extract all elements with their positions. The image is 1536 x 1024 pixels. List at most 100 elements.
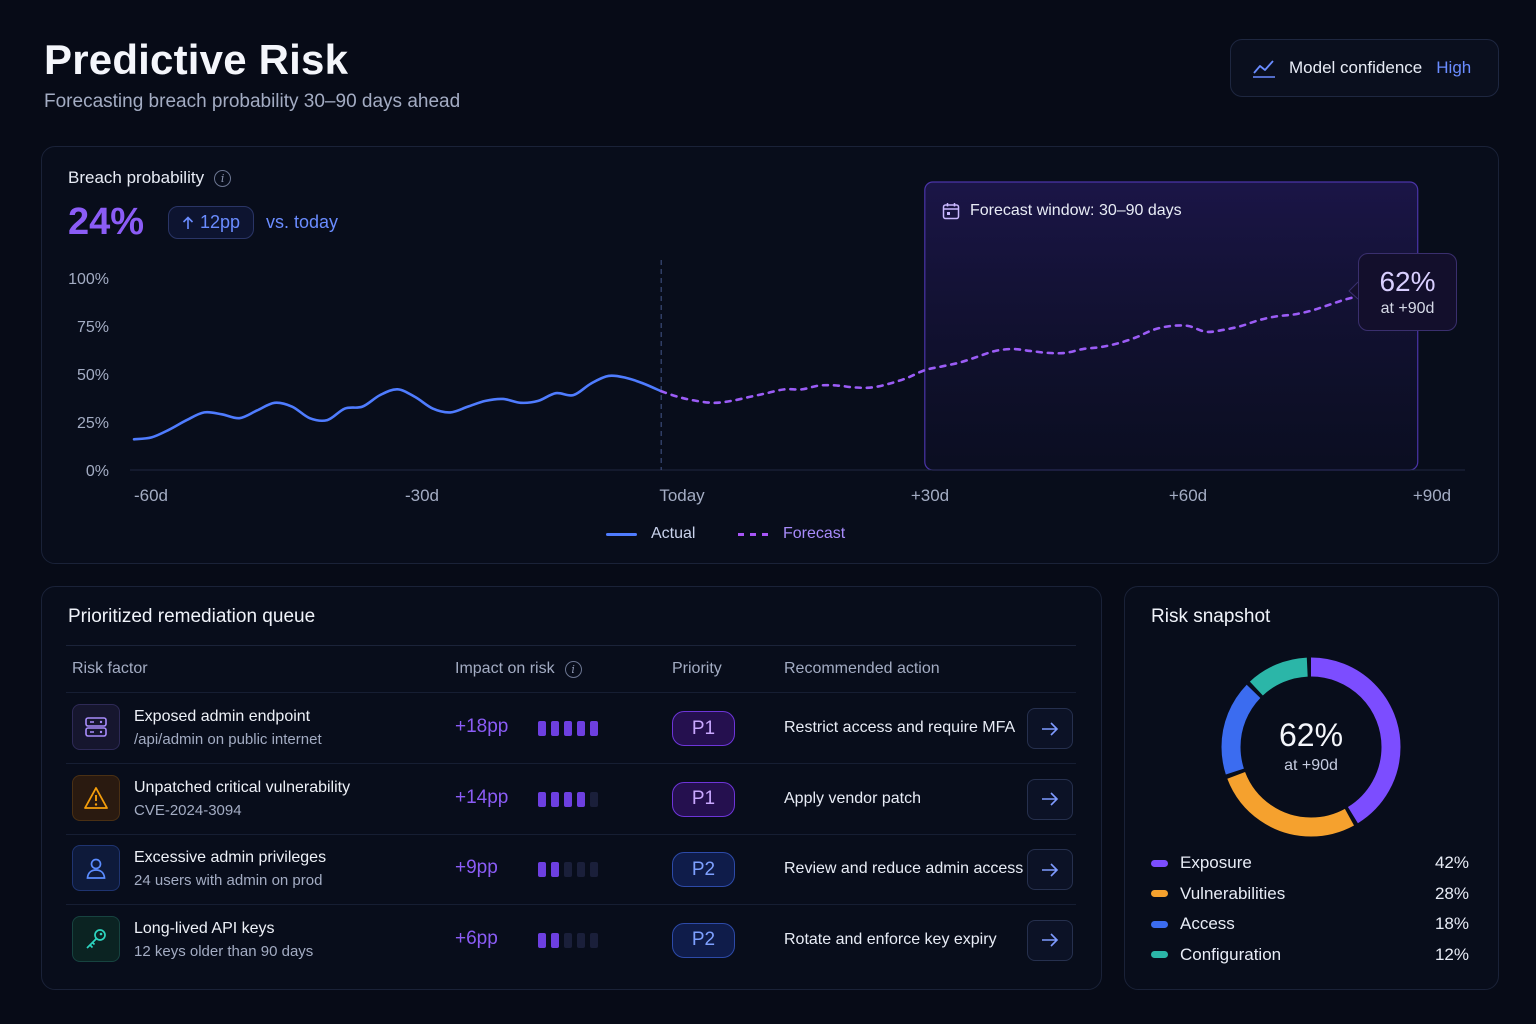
- snapshot-item-name: Exposure: [1180, 853, 1252, 872]
- y-tick-label: 75%: [77, 319, 109, 336]
- y-tick-label: 0%: [86, 463, 109, 480]
- impact-value: +6pp: [455, 927, 498, 949]
- impact-bar: [538, 932, 546, 948]
- legend-actual-swatch: [606, 532, 637, 536]
- x-tick-label: -30d: [405, 486, 439, 505]
- model-confidence-badge[interactable]: Model confidence High: [1230, 39, 1499, 97]
- priority-badge: P2: [672, 852, 735, 887]
- legend-forecast-swatch: [738, 532, 769, 536]
- impact-bar: [590, 721, 598, 736]
- column-header-impact[interactable]: Impact on risk i: [455, 660, 582, 678]
- impact-bar: [564, 721, 572, 736]
- impact-value: +18pp: [455, 716, 509, 737]
- key-icon-tile: [72, 915, 120, 962]
- donut-value: 62%: [1278, 717, 1344, 753]
- column-header-action[interactable]: Recommended action: [784, 660, 940, 678]
- endpoint-callout: 62% at +90d: [1358, 253, 1457, 331]
- impact-level-bars: [538, 721, 598, 736]
- column-header-label: Impact on risk: [455, 660, 555, 677]
- page-subtitle: Forecasting breach probability 30–90 day…: [44, 91, 461, 112]
- arrow-right-icon: [1042, 792, 1059, 806]
- open-action-button[interactable]: [1027, 919, 1073, 961]
- forecast-window-band: [924, 181, 1419, 471]
- open-action-button[interactable]: [1027, 708, 1073, 749]
- impact-bar: [551, 862, 559, 877]
- divider: [66, 763, 1076, 764]
- snapshot-item-pct: 18%: [1434, 914, 1469, 933]
- confidence-value: High: [1436, 58, 1472, 77]
- snapshot-item-pct: 42%: [1434, 853, 1469, 872]
- series-line-actual: [132, 374, 663, 441]
- snapshot-item-pct: 28%: [1434, 883, 1469, 903]
- headline-value: 24%: [68, 201, 145, 243]
- risk-factor-subtitle: 24 users with admin on prod: [134, 872, 323, 889]
- risk-factor-title: Exposed admin endpoint: [134, 708, 311, 725]
- warning-icon: [83, 786, 109, 810]
- column-header-risk-factor[interactable]: Risk factor: [72, 660, 148, 678]
- arrow-right-icon: [1042, 721, 1059, 736]
- impact-bar: [564, 932, 572, 948]
- x-tick-label: -60d: [134, 486, 168, 505]
- legend-forecast-label: Forecast: [783, 525, 846, 542]
- impact-level-bars: [538, 862, 598, 877]
- risk-snapshot-card: [1124, 586, 1499, 990]
- impact-level-bars: [538, 791, 598, 807]
- open-action-button[interactable]: [1027, 849, 1073, 890]
- divider: [66, 645, 1076, 646]
- snapshot-legend-item: Access 18%: [1151, 914, 1469, 934]
- info-icon[interactable]: i: [214, 169, 232, 187]
- x-tick-label: +30d: [911, 486, 949, 505]
- priority-badge: P2: [672, 922, 735, 958]
- key-icon: [84, 927, 108, 951]
- impact-value: +14pp: [455, 786, 509, 808]
- risk-factor-title: Excessive admin privileges: [134, 849, 327, 866]
- divider: [66, 692, 1076, 693]
- arrow-up-icon: [182, 215, 194, 229]
- legend-swatch: [1151, 951, 1168, 958]
- impact-bar: [590, 791, 598, 807]
- x-tick-label: Today: [659, 486, 705, 505]
- impact-bar: [564, 862, 572, 877]
- snapshot-item-pct: 12%: [1434, 944, 1469, 964]
- snapshot-title: Risk snapshot: [1151, 606, 1271, 627]
- delta-suffix: vs. today: [266, 212, 339, 232]
- recommended-action: Restrict access and require MFA: [784, 719, 1016, 736]
- legend-forecast[interactable]: Forecast: [738, 525, 845, 543]
- forecast-window-text: Forecast window: 30–90 days: [970, 202, 1182, 219]
- impact-bar: [538, 791, 546, 807]
- snapshot-item-name: Access: [1180, 914, 1235, 933]
- recommended-action: Rotate and enforce key expiry: [784, 930, 997, 948]
- impact-value: +9pp: [455, 857, 498, 878]
- snapshot-item-name: Configuration: [1180, 944, 1282, 964]
- warning-icon-tile: [72, 774, 120, 821]
- y-tick-label: 100%: [68, 271, 109, 288]
- legend-swatch: [1151, 890, 1168, 897]
- series-line-forecast: [659, 286, 1419, 405]
- endpoint-value: 62%: [1379, 266, 1436, 297]
- page-title: Predictive Risk: [44, 36, 349, 83]
- impact-bar: [551, 791, 559, 807]
- column-header-priority[interactable]: Priority: [672, 660, 722, 678]
- legend-actual[interactable]: Actual: [606, 525, 695, 543]
- priority-badge: P1: [672, 781, 735, 817]
- open-action-button[interactable]: [1027, 778, 1073, 820]
- arrow-right-icon: [1042, 933, 1059, 947]
- donut-segment-access: [1221, 657, 1401, 837]
- risk-factor-subtitle: /api/admin on public internet: [134, 731, 322, 748]
- impact-bar: [551, 932, 559, 948]
- info-icon[interactable]: i: [564, 660, 582, 678]
- risk-factor-subtitle: CVE-2024-3094: [134, 801, 242, 819]
- risk-factor-subtitle: 12 keys older than 90 days: [134, 942, 314, 960]
- impact-bar: [577, 932, 585, 948]
- legend-swatch: [1151, 920, 1168, 928]
- forecast-window-label: Forecast window: 30–90 days: [942, 202, 1182, 220]
- legend-actual-label: Actual: [651, 525, 696, 542]
- server-icon-tile: [72, 704, 120, 750]
- priority-badge: P1: [672, 711, 735, 746]
- y-tick-label: 25%: [77, 415, 109, 432]
- x-tick-label: +60d: [1169, 486, 1207, 505]
- recommended-action: Review and reduce admin access: [784, 860, 1024, 877]
- endpoint-label: at +90d: [1380, 300, 1435, 317]
- callout-pointer: [1348, 281, 1359, 300]
- divider: [66, 904, 1076, 905]
